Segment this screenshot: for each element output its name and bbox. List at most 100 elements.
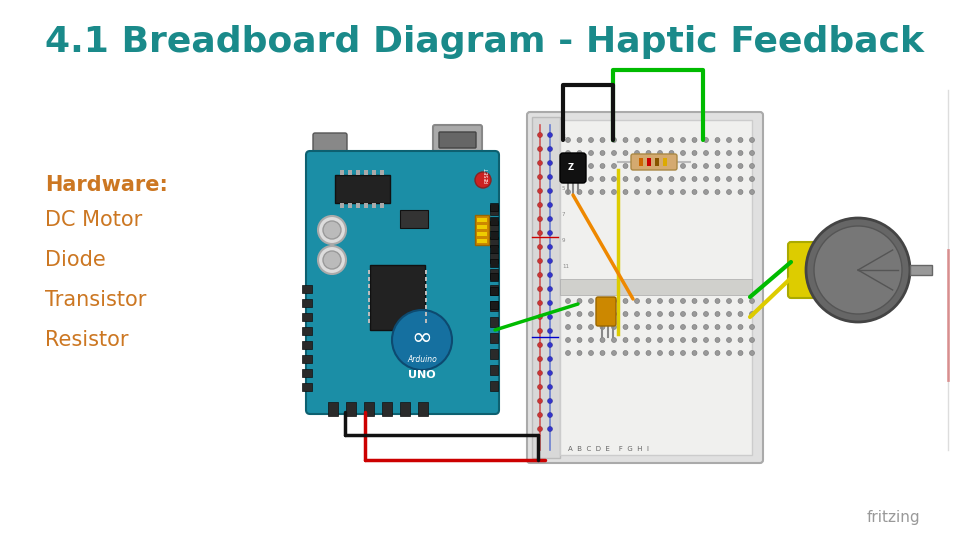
Bar [302, 313, 312, 321]
Bar [418, 402, 428, 416]
Circle shape [658, 190, 662, 194]
Bar [302, 383, 312, 391]
Circle shape [646, 350, 651, 355]
Circle shape [727, 299, 732, 303]
FancyBboxPatch shape [433, 125, 482, 161]
Circle shape [635, 164, 639, 168]
Bar [368, 277, 370, 281]
Circle shape [538, 399, 542, 403]
Circle shape [538, 188, 542, 193]
Circle shape [750, 312, 755, 316]
Bar [490, 349, 498, 359]
Circle shape [658, 350, 662, 355]
Circle shape [318, 246, 346, 274]
Circle shape [681, 151, 685, 156]
Circle shape [600, 338, 605, 342]
Circle shape [600, 151, 605, 156]
Bar [663, 158, 667, 166]
Bar [364, 402, 374, 416]
Circle shape [635, 312, 639, 316]
FancyBboxPatch shape [439, 132, 476, 148]
Circle shape [635, 138, 639, 143]
Circle shape [715, 338, 720, 342]
Bar [490, 217, 498, 225]
Circle shape [727, 177, 732, 181]
Text: Diode: Diode [45, 250, 106, 270]
FancyBboxPatch shape [788, 242, 816, 298]
Bar [302, 355, 312, 363]
Bar [425, 312, 427, 316]
Bar [477, 225, 487, 229]
Circle shape [692, 325, 697, 329]
Circle shape [669, 312, 674, 316]
Circle shape [635, 299, 639, 303]
Circle shape [727, 338, 732, 342]
Circle shape [692, 312, 697, 316]
Circle shape [681, 138, 685, 143]
Circle shape [565, 190, 570, 194]
Bar [490, 237, 498, 247]
Bar [400, 402, 410, 416]
Circle shape [715, 325, 720, 329]
Circle shape [547, 259, 553, 264]
Circle shape [681, 177, 685, 181]
Circle shape [704, 338, 708, 342]
Circle shape [538, 413, 542, 417]
Bar [328, 402, 338, 416]
Bar [356, 203, 360, 208]
Circle shape [538, 174, 542, 179]
Bar [348, 170, 352, 175]
Bar [425, 305, 427, 309]
Circle shape [727, 151, 732, 156]
Circle shape [623, 138, 628, 143]
Bar [475, 215, 489, 245]
Circle shape [623, 299, 628, 303]
Circle shape [704, 350, 708, 355]
Circle shape [600, 312, 605, 316]
Text: A  B  C  D  E    F  G  H  I: A B C D E F G H I [568, 446, 649, 452]
Circle shape [565, 350, 570, 355]
Circle shape [669, 299, 674, 303]
Circle shape [600, 138, 605, 143]
Circle shape [646, 338, 651, 342]
Circle shape [681, 299, 685, 303]
Circle shape [600, 190, 605, 194]
Circle shape [727, 164, 732, 168]
Bar [380, 203, 384, 208]
Circle shape [547, 146, 553, 152]
Circle shape [738, 325, 743, 329]
Circle shape [547, 160, 553, 165]
Circle shape [750, 338, 755, 342]
Circle shape [577, 190, 582, 194]
Bar [490, 301, 498, 311]
Text: UNO: UNO [408, 370, 436, 380]
Circle shape [588, 190, 593, 194]
Bar [490, 287, 498, 295]
Circle shape [692, 299, 697, 303]
Circle shape [727, 312, 732, 316]
Bar [425, 270, 427, 274]
Bar [368, 312, 370, 316]
Circle shape [681, 325, 685, 329]
Bar [490, 259, 498, 267]
Circle shape [612, 177, 616, 181]
Circle shape [727, 138, 732, 143]
Circle shape [704, 177, 708, 181]
Bar [560, 120, 752, 455]
Bar [368, 291, 370, 295]
Bar [380, 170, 384, 175]
Bar [490, 203, 498, 211]
Circle shape [658, 299, 662, 303]
Bar [368, 284, 370, 288]
Circle shape [715, 190, 720, 194]
FancyBboxPatch shape [560, 153, 586, 183]
Text: 4.1 Breadboard Diagram - Haptic Feedback: 4.1 Breadboard Diagram - Haptic Feedback [45, 25, 924, 59]
Circle shape [612, 325, 616, 329]
Circle shape [658, 151, 662, 156]
Text: Arduino: Arduino [407, 355, 437, 364]
Circle shape [612, 138, 616, 143]
Circle shape [738, 151, 743, 156]
Text: 9: 9 [562, 239, 565, 244]
Circle shape [600, 299, 605, 303]
Bar [335, 175, 390, 203]
